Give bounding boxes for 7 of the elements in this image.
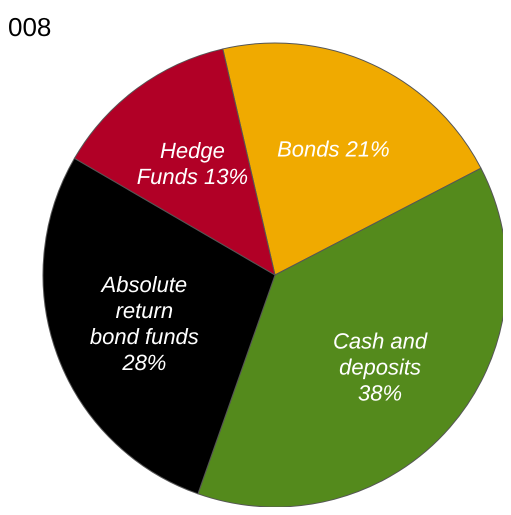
data-label: 28% <box>121 350 166 376</box>
slice-label: Absolute return bond funds <box>90 272 199 350</box>
chart-title: 008 <box>8 12 52 43</box>
data-label: 38% <box>358 380 402 406</box>
slice-label: Cash and deposits <box>332 328 428 380</box>
slice-label: Bonds 21% <box>277 136 390 162</box>
slice-label: Hedge Funds 13% <box>136 138 248 189</box>
